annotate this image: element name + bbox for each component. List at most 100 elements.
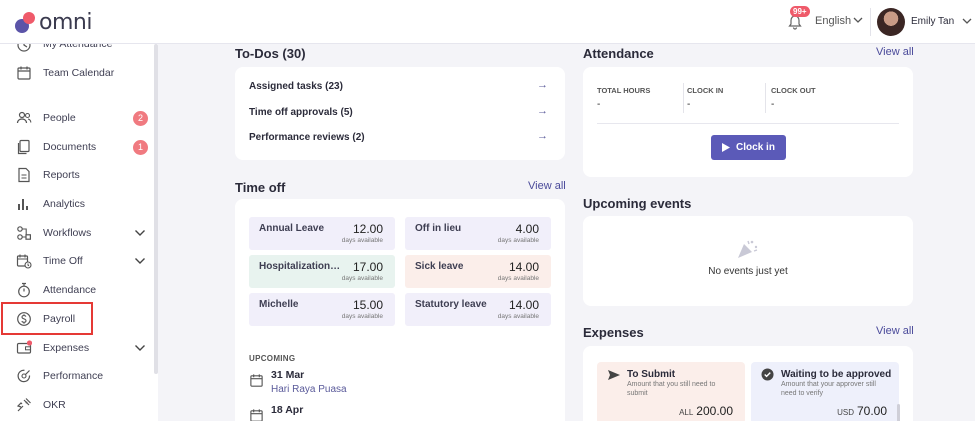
upcoming-events-card: No events just yet [583, 216, 913, 306]
leave-name: Annual Leave [259, 223, 325, 234]
time-off-view-all-link[interactable]: View all [528, 180, 566, 192]
sidebar-item-reports[interactable]: Reports [0, 162, 150, 188]
expense-amount-wrap: USD 70.00 [837, 404, 887, 418]
arrow-right-icon[interactable]: → [537, 79, 548, 91]
leave-name: Michelle [259, 299, 299, 310]
user-name[interactable]: Emily Tan [911, 16, 955, 27]
leave-balance: 12.00 [352, 222, 383, 236]
expenses-scrollbar[interactable] [897, 404, 900, 421]
leave-tile-off-in-lieu[interactable]: Off in lieu 4.00 days available [405, 217, 551, 250]
sidebar-item-team-calendar[interactable]: Team Calendar [0, 60, 150, 86]
performance-icon [17, 369, 31, 383]
upcoming-holiday-name[interactable]: Hari Raya Puasa [271, 384, 347, 395]
workflow-icon [17, 226, 32, 240]
notification-badge: 99+ [790, 6, 810, 17]
leave-sub: days available [497, 313, 539, 320]
sidebar-item-people[interactable]: People 2 [0, 105, 150, 131]
bar-chart-icon [18, 199, 28, 210]
chevron-down-icon[interactable] [962, 17, 972, 25]
total-hours-value: - [597, 99, 601, 110]
todo-row-assigned-tasks[interactable]: Assigned tasks (23) [249, 81, 549, 92]
clock-out-value: - [771, 99, 775, 110]
chevron-down-icon[interactable] [134, 344, 146, 352]
time-off-title: Time off [235, 180, 286, 195]
calendar-clock-icon [16, 254, 32, 269]
leave-name: Sick leave [415, 261, 464, 272]
arrow-right-icon[interactable]: → [537, 130, 548, 142]
todos-card: Assigned tasks (23) → Time off approvals… [235, 67, 565, 160]
todo-row-performance-reviews[interactable]: Performance reviews (2) [249, 132, 549, 143]
language-selector[interactable]: English [815, 15, 852, 27]
column-divider [683, 83, 684, 113]
leave-balance: 14.00 [508, 260, 539, 274]
expense-desc: Amount that you still need to submit [627, 381, 716, 397]
documents-count-badge: 1 [133, 139, 148, 155]
sidebar-item-label: Reports [43, 169, 80, 181]
clock-in-label: Clock in [736, 142, 775, 153]
report-icon [18, 167, 30, 183]
clock-in-label: CLOCK IN [687, 86, 724, 95]
todo-row-time-off-approvals[interactable]: Time off approvals (5) [249, 107, 549, 118]
total-hours-label: TOTAL HOURS [597, 86, 651, 95]
sidebar-item-attendance[interactable]: Attendance [0, 277, 150, 303]
omni-logo[interactable]: omni [15, 10, 92, 35]
people-count-badge: 2 [133, 110, 148, 126]
sidebar-scrollbar[interactable] [154, 44, 158, 374]
upcoming-date: 31 Mar [271, 369, 305, 381]
leave-sub: days available [341, 237, 383, 244]
upcoming-label: UPCOMING [249, 354, 296, 363]
chevron-down-icon[interactable] [853, 16, 863, 24]
attendance-title: Attendance [583, 46, 654, 61]
sidebar-item-label: Time Off [43, 255, 83, 267]
arrow-right-icon[interactable]: → [537, 105, 548, 117]
leave-sub: days available [497, 237, 539, 244]
top-header: omni 99+ English Emily Tan [0, 0, 975, 44]
expense-tile-to-submit[interactable]: To Submit Amount that you still need to … [597, 362, 745, 421]
upcoming-date: 18 Apr [271, 404, 304, 416]
leave-tile-hospitalization[interactable]: Hospitalization ... 17.00 days available [249, 255, 395, 288]
sidebar-item-documents[interactable]: Documents 1 [0, 134, 150, 160]
chevron-down-icon[interactable] [134, 257, 146, 265]
sidebar-item-payroll[interactable]: Payroll [0, 306, 150, 332]
leave-name: Statutory leave [415, 299, 487, 310]
sidebar-item-analytics[interactable]: Analytics [0, 191, 150, 217]
avatar[interactable] [877, 8, 905, 36]
divider [597, 123, 899, 124]
sidebar-item-label: Analytics [43, 198, 86, 210]
play-icon [722, 143, 731, 152]
sidebar-item-expenses[interactable]: Expenses [0, 335, 150, 361]
check-circle-icon [761, 368, 774, 381]
attendance-view-all-link[interactable]: View all [876, 46, 914, 58]
leave-tile-sick-leave[interactable]: Sick leave 14.00 days available [405, 255, 551, 288]
leave-balance: 15.00 [352, 298, 383, 312]
expense-amount: 200.00 [696, 404, 733, 418]
upcoming-events-title: Upcoming events [583, 196, 692, 211]
sidebar-item-workflows[interactable]: Workflows [0, 220, 150, 246]
sidebar-item-okr[interactable]: OKR [0, 392, 150, 418]
payroll-highlight-box [1, 302, 93, 335]
expense-amount-wrap: ALL 200.00 [679, 404, 733, 418]
chevron-down-icon[interactable] [134, 229, 146, 237]
dollar-circle-icon [17, 312, 31, 326]
leave-balance: 4.00 [515, 222, 539, 236]
sidebar-item-time-off[interactable]: Time Off [0, 248, 150, 274]
expense-amount: 70.00 [856, 404, 887, 418]
leave-tile-annual-leave[interactable]: Annual Leave 12.00 days available [249, 217, 395, 250]
attendance-card: TOTAL HOURS - CLOCK IN - CLOCK OUT - Clo… [583, 67, 913, 177]
todo-label: Time off approvals (5) [249, 107, 353, 118]
expenses-view-all-link[interactable]: View all [876, 325, 914, 337]
leave-tile-michelle[interactable]: Michelle 15.00 days available [249, 293, 395, 326]
expense-title: Waiting to be approved [781, 369, 892, 380]
sidebar-item-performance[interactable]: Performance [0, 363, 150, 389]
leave-sub: days available [341, 313, 383, 320]
send-icon [608, 370, 620, 380]
leave-tile-statutory-leave[interactable]: Statutory leave 14.00 days available [405, 293, 551, 326]
wallet-icon [16, 340, 32, 354]
expenses-card: To Submit Amount that you still need to … [583, 346, 913, 421]
sidebar-item-label: OKR [43, 399, 66, 411]
party-popper-icon [738, 240, 758, 258]
sidebar-item-label: Documents [43, 141, 97, 153]
documents-icon [17, 139, 30, 155]
expense-tile-waiting-approval[interactable]: Waiting to be approved Amount that your … [751, 362, 899, 421]
clock-in-button[interactable]: Clock in [711, 135, 786, 160]
